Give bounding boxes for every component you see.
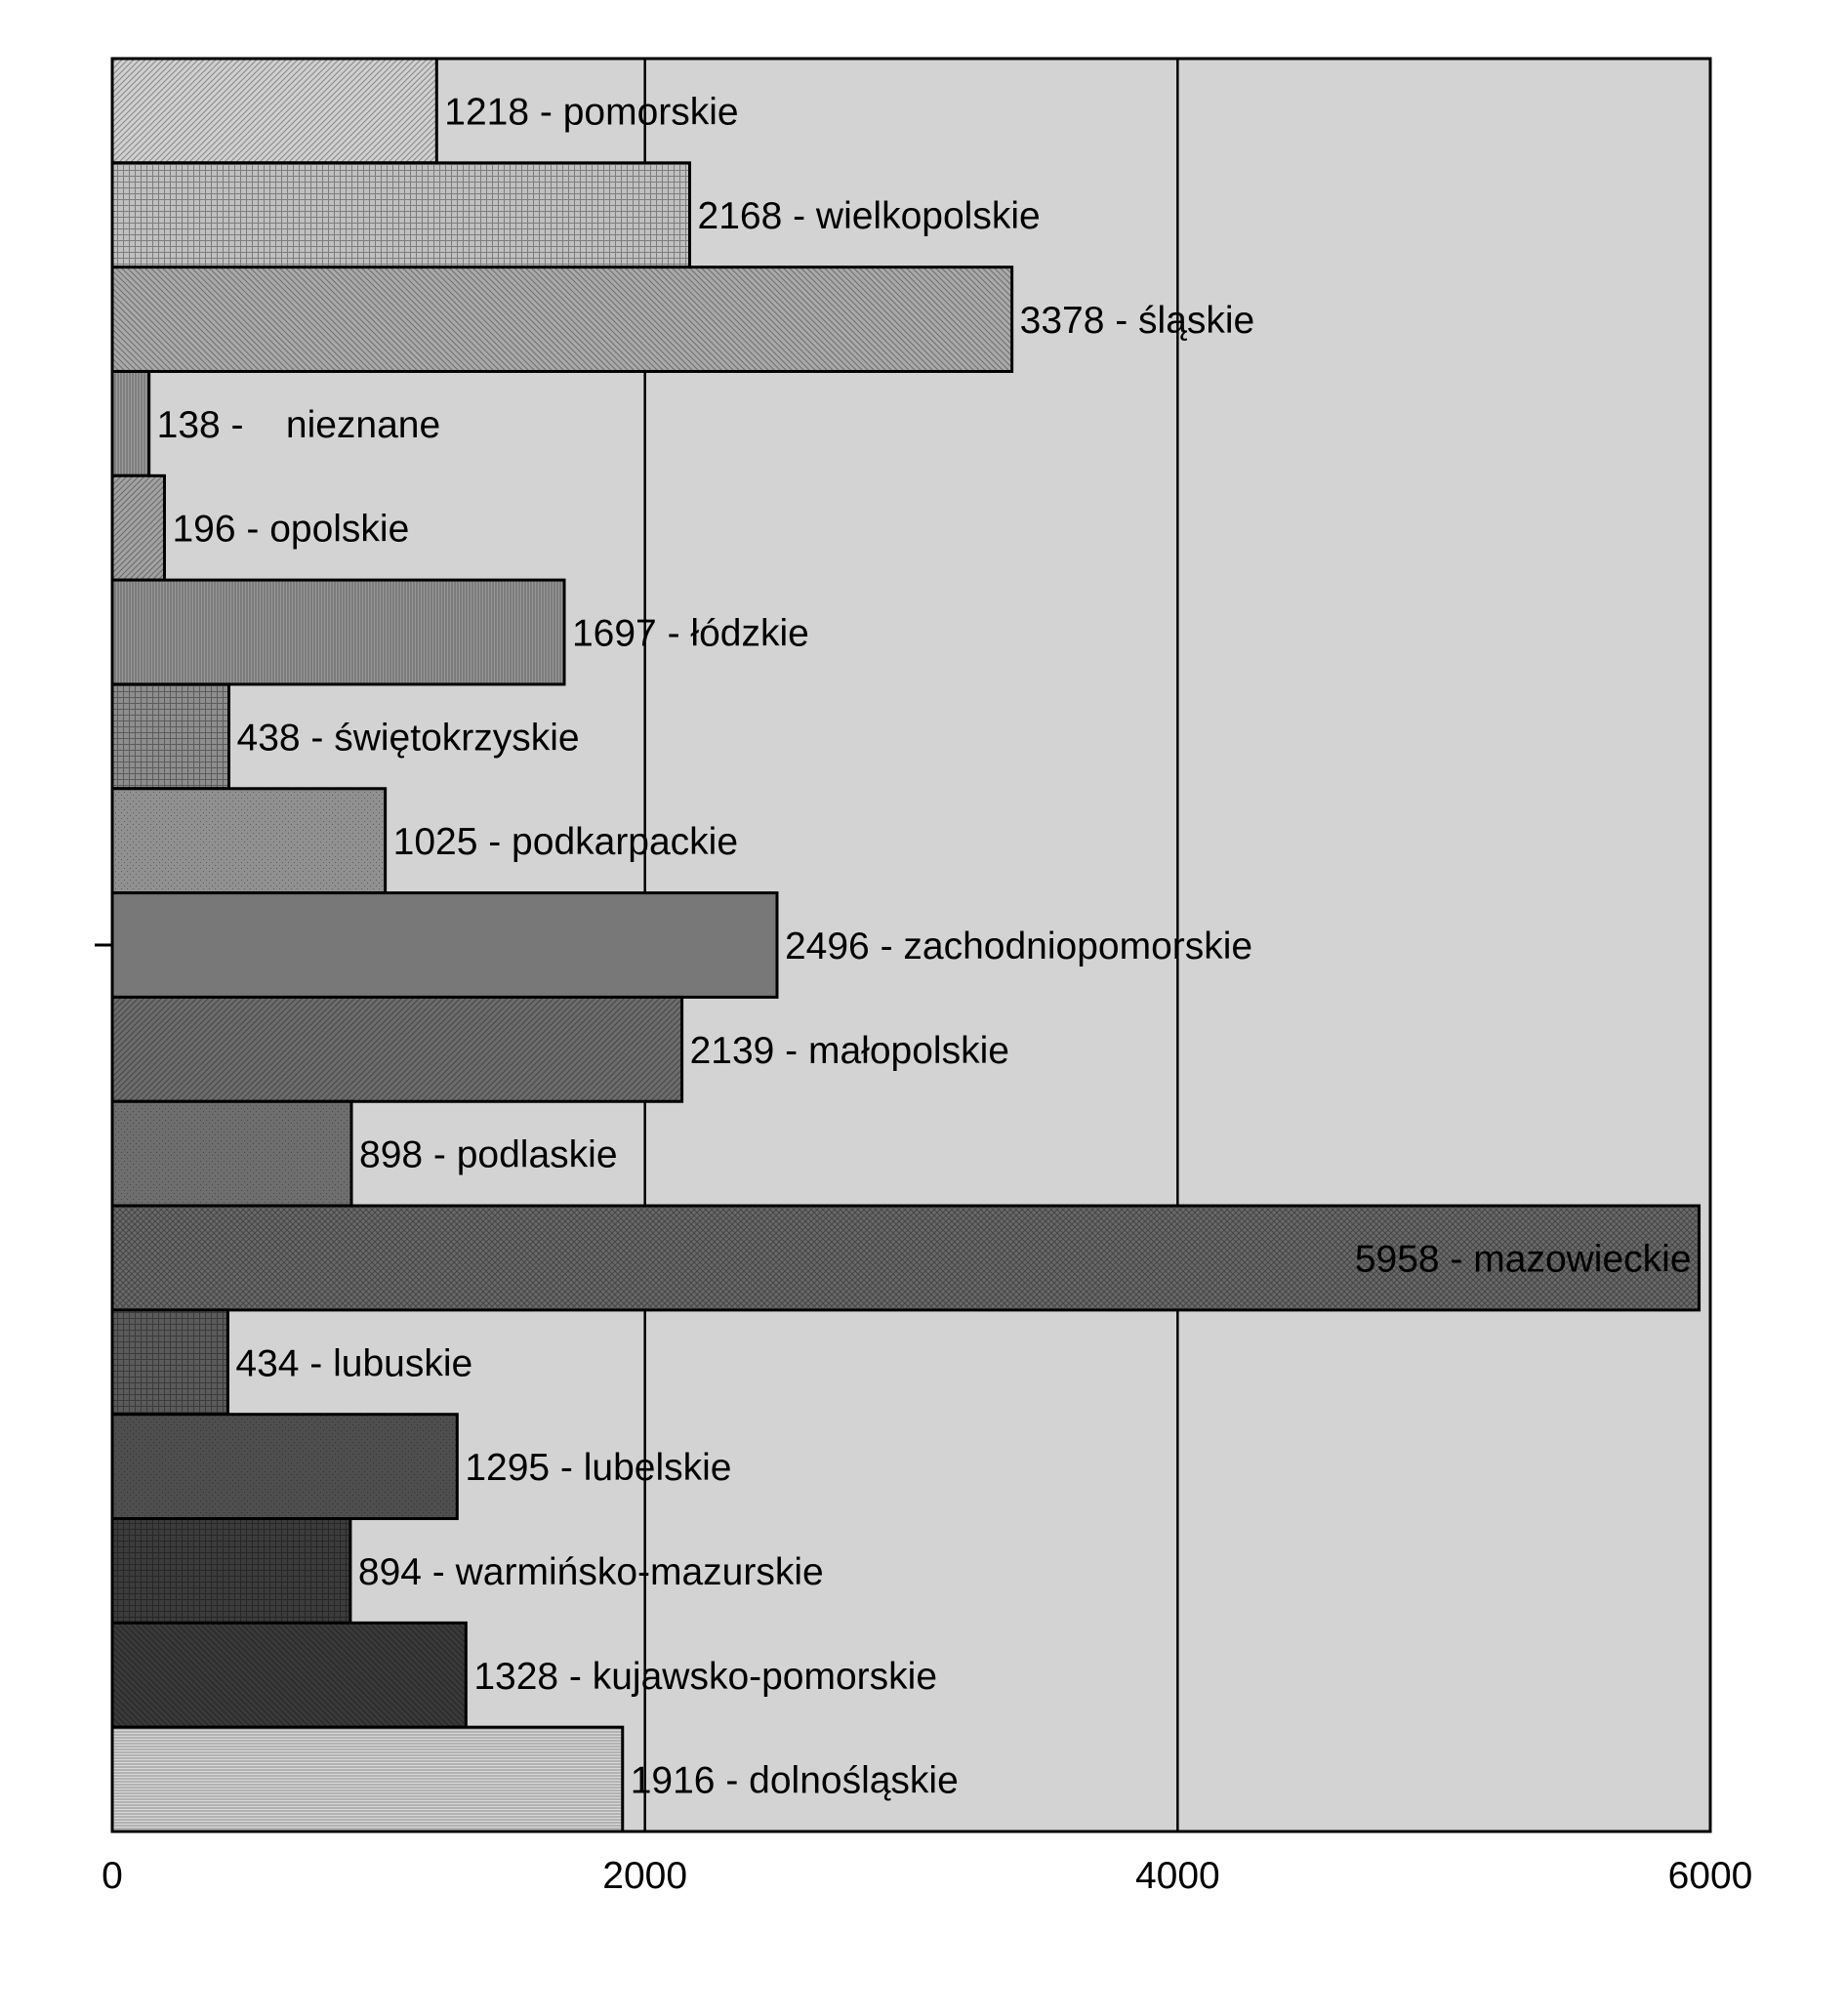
- x-tick-label: 4000: [1135, 1855, 1220, 1897]
- bar-lubelskie: [110, 1413, 459, 1521]
- bar-małopolskie: [110, 995, 684, 1103]
- bar-label: 1025 - podkarpackie: [393, 821, 738, 863]
- bar-lubuskie: [110, 1308, 229, 1417]
- bar-świętokrzyskie: [110, 682, 231, 791]
- x-tick-label: 6000: [1668, 1855, 1753, 1897]
- bar-label: 1218 - pomorskie: [444, 91, 738, 133]
- bar-dolnośląskie: [110, 1725, 625, 1833]
- bar-label: 1697 - łódzkie: [572, 613, 809, 655]
- bar-łódzkie: [110, 578, 566, 686]
- bar-label: 3378 - śląskie: [1020, 300, 1255, 342]
- x-tick-label: 0: [102, 1855, 123, 1897]
- bar-zachodniopomorskie: [110, 891, 779, 999]
- bar-śląskie: [110, 266, 1014, 373]
- bar-label: 434 - lubuskie: [235, 1342, 472, 1384]
- bar-label: 1295 - lubelskie: [465, 1447, 731, 1489]
- bar-podlaskie: [110, 1099, 353, 1208]
- bar-label: 5958 - mazowieckie: [1355, 1238, 1692, 1280]
- x-tick-label: 2000: [602, 1855, 687, 1897]
- bar-label: 2168 - wielkopolskie: [698, 195, 1041, 237]
- bar-opolskie: [110, 473, 166, 582]
- bar-label: 2139 - małopolskie: [690, 1030, 1009, 1072]
- bar-label: 438 - świętokrzyskie: [237, 717, 580, 759]
- bar-nieznane: [110, 369, 151, 477]
- bar-label: 1916 - dolnośląskie: [631, 1760, 959, 1802]
- bar-warmińsko-mazurskie: [110, 1517, 352, 1625]
- bar-podkarpackie: [110, 787, 388, 895]
- x-axis-ticks: 0 2000 4000 6000: [102, 1855, 1752, 1897]
- bar-label: 196 - opolskie: [172, 509, 409, 551]
- bar-pomorskie: [110, 57, 438, 165]
- bar-label: 138 - nieznane: [157, 404, 441, 446]
- bar-kujawsko-pomorskie: [110, 1621, 468, 1729]
- bar-wielkopolskie: [110, 161, 692, 269]
- bar-label: 1328 - kujawsko-pomorskie: [473, 1656, 937, 1698]
- bar-mazowieckie: [110, 1204, 1702, 1312]
- bar-label: 894 - warmińsko-mazurskie: [358, 1551, 824, 1593]
- bar-label: 898 - podlaskie: [359, 1134, 618, 1176]
- bar-label: 2496 - zachodniopomorskie: [785, 926, 1252, 967]
